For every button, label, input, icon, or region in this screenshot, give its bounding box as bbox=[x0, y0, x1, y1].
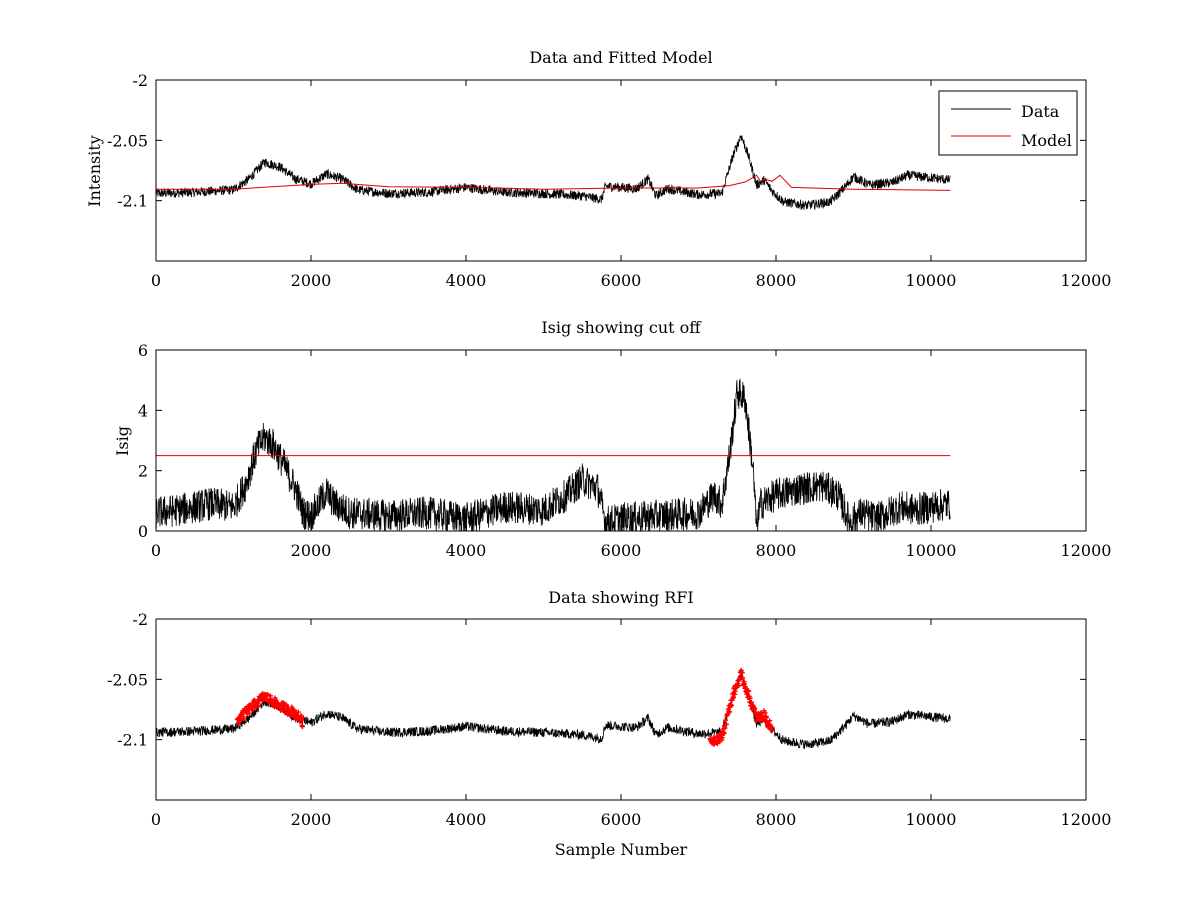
rfi-point bbox=[732, 688, 738, 694]
x-tick-label: 10000 bbox=[906, 271, 957, 290]
y-tick-label: -2.05 bbox=[107, 131, 148, 150]
rfi-point bbox=[728, 702, 734, 708]
rfi-point bbox=[762, 710, 768, 716]
y-tick-label: -2.1 bbox=[117, 731, 148, 750]
x-tick-label: 4000 bbox=[446, 810, 487, 829]
rfi-point bbox=[235, 721, 241, 727]
rfi-point bbox=[767, 718, 773, 724]
x-tick-label: 10000 bbox=[906, 541, 957, 560]
y-tick-label: -2.05 bbox=[107, 670, 148, 689]
y-tick-label: -2 bbox=[132, 610, 148, 629]
y-tick-label: -2.1 bbox=[117, 192, 148, 211]
x-tick-label: 8000 bbox=[756, 271, 797, 290]
rfi-point bbox=[722, 725, 728, 731]
rfi-point bbox=[752, 706, 758, 712]
panel-2-ylabel: Isig bbox=[113, 426, 132, 456]
rfi-point bbox=[740, 675, 746, 681]
rfi-point bbox=[749, 699, 755, 705]
x-tick-label: 2000 bbox=[291, 541, 332, 560]
x-tick-label: 6000 bbox=[601, 810, 642, 829]
legend: Data Model bbox=[938, 90, 1078, 156]
panel-data-showing-rfi: Data showing RFI Sample Number 0 2000 4000… bbox=[107, 588, 1111, 859]
panel-1-ylabel: Intensity bbox=[85, 135, 104, 207]
panel-2-frame bbox=[155, 349, 1087, 532]
panel-isig-cut-off: Isig showing cut off Isig 0 2000 4000 6000 8… bbox=[113, 318, 1111, 560]
rfi-point bbox=[300, 715, 306, 721]
panel-3-frame bbox=[155, 618, 1087, 801]
x-tick-label: 8000 bbox=[756, 541, 797, 560]
y-tick-label: 0 bbox=[138, 522, 148, 541]
rfi-point bbox=[249, 707, 255, 713]
rfi-point bbox=[763, 714, 769, 720]
x-tick-label: 2000 bbox=[291, 810, 332, 829]
panel-1-title: Data and Fitted Model bbox=[529, 48, 712, 67]
panel-data-and-fitted-model: Data and Fitted Model Intensity 0 2000 400… bbox=[85, 48, 1111, 290]
rfi-point bbox=[721, 730, 727, 736]
data-series-line bbox=[156, 135, 951, 211]
rfi-point bbox=[729, 703, 735, 709]
rfi-point bbox=[241, 716, 247, 722]
rfi-point bbox=[742, 684, 748, 690]
panel-2-title: Isig showing cut off bbox=[541, 318, 702, 337]
x-tick-label: 12000 bbox=[1061, 271, 1112, 290]
model-series-line bbox=[156, 174, 951, 191]
x-tick-label: 6000 bbox=[601, 271, 642, 290]
x-tick-label: 0 bbox=[151, 810, 161, 829]
rfi-point bbox=[730, 694, 736, 700]
legend-model-label: Model bbox=[1021, 131, 1072, 150]
rfi-point bbox=[722, 717, 728, 723]
rfi-point bbox=[727, 709, 733, 715]
x-tick-label: 0 bbox=[151, 541, 161, 560]
rfi-point bbox=[735, 683, 741, 689]
rfi-point bbox=[747, 695, 753, 701]
rfi-point bbox=[238, 717, 244, 723]
x-tick-label: 12000 bbox=[1061, 810, 1112, 829]
y-tick-label: 2 bbox=[138, 462, 148, 481]
rfi-point bbox=[739, 670, 745, 676]
x-tick-label: 0 bbox=[151, 271, 161, 290]
rfi-point bbox=[746, 688, 752, 694]
y-tick-label: 4 bbox=[138, 401, 148, 420]
panel-3-title: Data showing RFI bbox=[548, 588, 693, 607]
rfi-point bbox=[723, 721, 729, 727]
legend-data-label: Data bbox=[1021, 102, 1060, 121]
legend-box bbox=[938, 90, 1078, 156]
rfi-point bbox=[246, 710, 252, 716]
rfi-point bbox=[299, 724, 305, 730]
rfi-point bbox=[742, 681, 748, 687]
x-tick-label: 8000 bbox=[756, 810, 797, 829]
x-tick-label: 12000 bbox=[1061, 541, 1112, 560]
panel-1-frame bbox=[155, 79, 1087, 262]
x-tick-label: 4000 bbox=[446, 271, 487, 290]
x-tick-label: 10000 bbox=[906, 810, 957, 829]
rfi-point bbox=[769, 727, 775, 733]
panel-3-xlabel: Sample Number bbox=[555, 840, 688, 859]
y-tick-label: 6 bbox=[138, 341, 148, 360]
rfi-point bbox=[295, 709, 301, 715]
x-tick-label: 6000 bbox=[601, 541, 642, 560]
isig-series-line bbox=[156, 378, 951, 531]
y-tick-label: -2 bbox=[132, 71, 148, 90]
rfi-point bbox=[255, 703, 261, 709]
x-tick-label: 4000 bbox=[446, 541, 487, 560]
x-tick-label: 2000 bbox=[291, 271, 332, 290]
